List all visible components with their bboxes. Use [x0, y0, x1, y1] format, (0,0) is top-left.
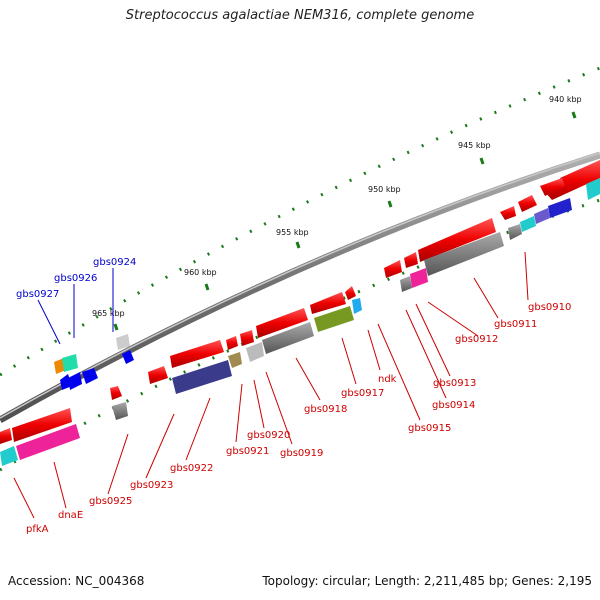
gene-label-ndk: ndk — [378, 374, 397, 385]
feature-block — [112, 402, 128, 420]
gene-arrow — [384, 260, 402, 278]
gene-arrow — [345, 286, 356, 300]
tick-940 — [571, 111, 577, 119]
feature-block — [520, 216, 536, 232]
gene-label-gbs0923: gbs0923 — [130, 480, 173, 491]
gene-label-gbs0914: gbs0914 — [432, 400, 475, 411]
tick-label-965: 965 kbp — [92, 309, 125, 318]
gene-arrow — [122, 350, 134, 364]
feature-block — [400, 276, 412, 292]
tick-label-950: 950 kbp — [368, 185, 401, 194]
gene-arrow — [545, 160, 600, 200]
tick-label-960: 960 kbp — [184, 268, 217, 277]
tick-label-955: 955 kbp — [276, 228, 309, 237]
gene-label-gbs0918: gbs0918 — [304, 404, 347, 415]
gene-arrow — [500, 206, 516, 220]
gene-label-gbs0911: gbs0911 — [494, 319, 537, 330]
gene-arrow — [518, 195, 537, 212]
tick-955 — [295, 241, 301, 249]
feature-block — [172, 360, 232, 394]
reverse-strand-features — [0, 178, 600, 466]
feature-block — [246, 342, 264, 362]
gene-arrow — [540, 178, 565, 196]
gene-label-gbs0926: gbs0926 — [54, 273, 97, 284]
gene-arrow — [256, 308, 308, 338]
feature-block — [548, 198, 572, 218]
tick-945 — [479, 157, 485, 165]
gene-arrow — [68, 372, 82, 390]
gene-label-pfkA: pfkA — [26, 524, 49, 535]
accession-label: Accession: NC_004368 — [8, 574, 145, 588]
gene-arrow — [240, 330, 254, 346]
gene-arrow — [110, 386, 122, 400]
gene-label-dnaE: dnaE — [58, 510, 83, 521]
feature-block — [508, 224, 522, 240]
gene-label-gbs0915: gbs0915 — [408, 423, 451, 434]
gene-label-gbs0922: gbs0922 — [170, 463, 213, 474]
gene-arrow — [82, 368, 98, 384]
gene-label-gbs0924: gbs0924 — [93, 257, 136, 268]
gene-arrow — [404, 252, 418, 268]
forward-strand-features — [0, 160, 600, 444]
feature-block — [410, 268, 428, 288]
feature-block — [314, 306, 354, 332]
feature-block — [0, 446, 18, 466]
feature-block — [228, 352, 242, 368]
gene-label-gbs0919: gbs0919 — [280, 448, 323, 459]
gene-arrow — [170, 340, 224, 368]
gene-arrow — [0, 428, 12, 444]
forward-label-leaders — [37, 268, 114, 345]
feature-block — [262, 322, 314, 354]
feature-block — [62, 354, 78, 372]
major-ticks — [113, 111, 577, 331]
gene-arrow — [310, 292, 346, 314]
feature-block — [586, 178, 600, 200]
gene-label-gbs0927: gbs0927 — [16, 289, 59, 300]
tick-label-940: 940 kbp — [549, 95, 582, 104]
gene-arrow — [226, 336, 238, 350]
outer-features — [54, 334, 134, 390]
feature-block — [16, 424, 80, 460]
gene-label-gbs0910: gbs0910 — [528, 302, 571, 313]
map-title: Streptococcus agalactiae NEM316, complet… — [125, 8, 475, 23]
gene-label-gbs0917: gbs0917 — [341, 388, 384, 399]
gene-label-gbs0921: gbs0921 — [226, 446, 269, 457]
gene-label-gbs0925: gbs0925 — [89, 496, 132, 507]
tick-label-945: 945 kbp — [458, 141, 491, 150]
tick-960 — [204, 283, 210, 291]
tick-950 — [387, 200, 393, 208]
gene-label-gbs0912: gbs0912 — [455, 334, 498, 345]
feature-block — [534, 208, 550, 224]
gene-arrow — [148, 366, 168, 384]
feature-block — [352, 298, 362, 314]
feature-block — [116, 334, 130, 350]
gene-label-gbs0920: gbs0920 — [247, 430, 290, 441]
reverse-label-leaders — [13, 251, 529, 519]
gene-label-gbs0913: gbs0913 — [433, 378, 476, 389]
gene-arrow — [12, 408, 72, 442]
tick-965 — [113, 323, 119, 331]
feature-block — [424, 232, 504, 276]
genome-summary: Topology: circular; Length: 2,211,485 bp… — [262, 574, 592, 588]
gene-arrow — [418, 218, 496, 262]
